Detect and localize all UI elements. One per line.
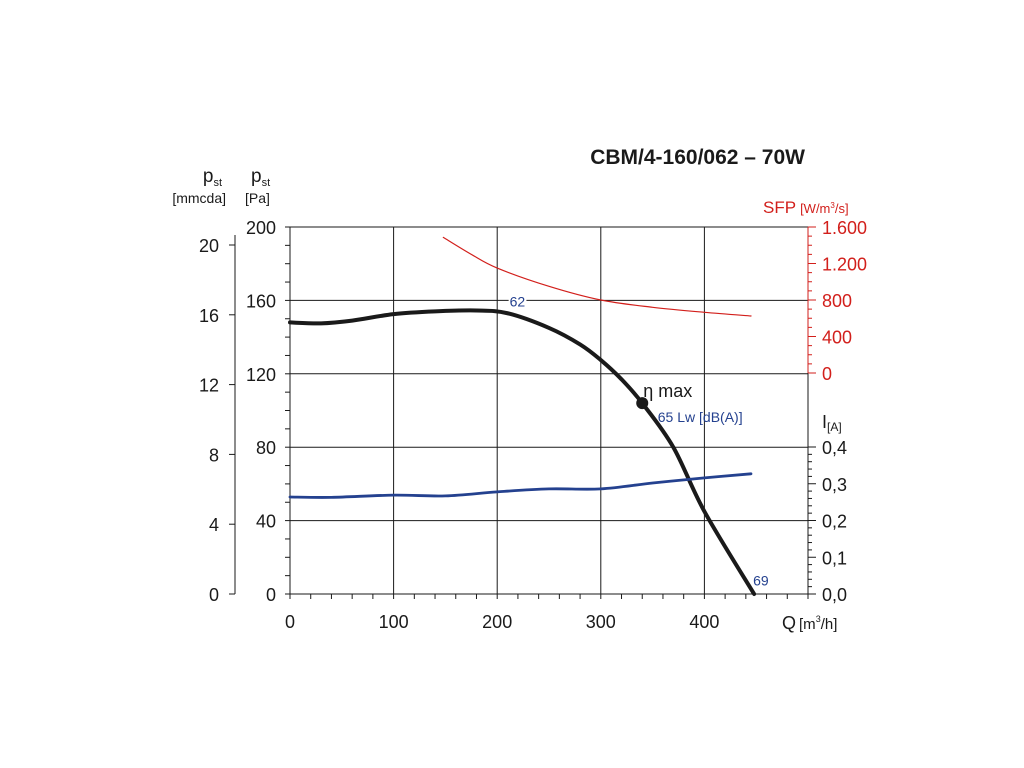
annotations: 62 65 Lw [dB(A)] 69 η max — [508, 293, 769, 588]
y-tick-label-mmcda: 20 — [199, 236, 219, 256]
current-axis-label: I[A] — [822, 412, 842, 434]
svg-text:pst: pst — [251, 166, 270, 189]
x-tick-label: 0 — [285, 612, 295, 632]
eta-max-marker — [636, 397, 649, 410]
y-tick-label-mmcda: 16 — [199, 306, 219, 326]
sfp-axis-label: SFP [W/m3/s] — [763, 198, 849, 217]
current-tick-label: 0,2 — [822, 512, 847, 532]
y-tick-label-pa: 0 — [266, 585, 276, 605]
series-pressure — [288, 308, 757, 596]
current-tick-label: 0,3 — [822, 475, 847, 495]
series-lines — [288, 236, 757, 596]
annotation-label: 65 Lw [dB(A)] — [658, 409, 743, 425]
svg-text:[mmcda]: [mmcda] — [172, 190, 226, 206]
y-left-label: pst [Pa] — [245, 166, 270, 206]
y-left2-label: pst [mmcda] — [172, 166, 226, 206]
y-tick-label-pa: 80 — [256, 438, 276, 458]
current-tick-label: 0,0 — [822, 585, 847, 605]
svg-text:[Pa]: [Pa] — [245, 190, 270, 206]
sfp-tick-label: 1.600 — [822, 218, 867, 238]
svg-text:pst: pst — [203, 166, 222, 189]
sfp-tick-label: 400 — [822, 328, 852, 348]
x-axis-label: Q [m3/h] — [782, 613, 837, 633]
annotation-label: 62 — [510, 293, 526, 309]
y-tick-label-mmcda: 4 — [209, 515, 219, 535]
chart-title: CBM/4-160/062 – 70W — [590, 146, 805, 169]
y-tick-label-mmcda: 8 — [209, 445, 219, 465]
svg-text:Q[m3/h]: Q [m3/h] — [782, 613, 837, 633]
x-tick-label: 200 — [482, 612, 512, 632]
current-tick-label: 0,4 — [822, 438, 847, 458]
svg-text:SFP[W/m3/s]: SFP [W/m3/s] — [763, 198, 849, 217]
y-tick-label-pa: 160 — [246, 291, 276, 311]
label-bg — [508, 293, 527, 310]
sfp-tick-label: 1.200 — [822, 255, 867, 275]
svg-text:I[A]: I[A] — [822, 412, 842, 434]
y-tick-label-mmcda: 0 — [209, 585, 219, 605]
y-tick-label-pa: 200 — [246, 218, 276, 238]
sfp-tick-label: 0 — [822, 364, 832, 384]
x-tick-label: 400 — [689, 612, 719, 632]
axes: 0408012016020004812162004008001.2001.600… — [199, 218, 867, 632]
annotation-label: 69 — [753, 572, 769, 588]
sfp-tick-label: 800 — [822, 291, 852, 311]
series-current — [288, 472, 753, 499]
current-tick-label: 0,1 — [822, 548, 847, 568]
x-tick-label: 100 — [379, 612, 409, 632]
x-tick-label: 300 — [586, 612, 616, 632]
y-tick-label-pa: 40 — [256, 512, 276, 532]
annotation-label: η max — [643, 381, 692, 401]
y-tick-label-pa: 120 — [246, 365, 276, 385]
series-sfp — [442, 236, 752, 317]
y-tick-label-mmcda: 12 — [199, 376, 219, 396]
